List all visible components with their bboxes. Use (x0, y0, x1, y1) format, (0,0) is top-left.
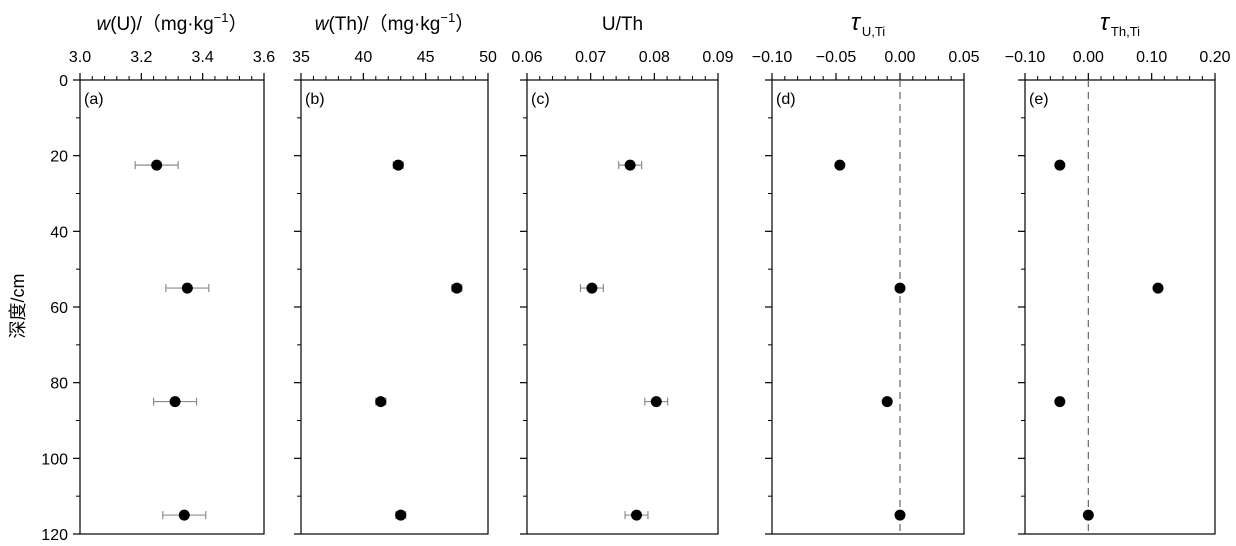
panel-label: (a) (84, 91, 104, 108)
x-tick-label: 3.2 (130, 49, 152, 66)
x-tick-label: 45 (417, 49, 435, 66)
data-point (881, 396, 893, 408)
x-tick-label: 40 (354, 49, 372, 66)
x-tick-label: 0.10 (1136, 49, 1167, 66)
x-tick-label: 0.07 (575, 49, 606, 66)
data-point (1082, 509, 1094, 521)
title-close: ） (229, 13, 248, 35)
title-superscript: −1 (440, 10, 455, 25)
x-tick-label: 3.0 (69, 49, 91, 66)
data-point (178, 509, 190, 521)
data-point (395, 509, 407, 521)
y-tick-label: 0 (59, 73, 68, 90)
y-tick-label: 120 (41, 527, 68, 544)
title-rest: (Th)/（mg·kg (328, 13, 440, 35)
x-tick-label: 0.09 (702, 49, 733, 66)
data-point (181, 282, 193, 294)
plot-frame (1024, 79, 1216, 535)
x-tick-label: 0.08 (639, 49, 670, 66)
x-tick-label: 0.20 (1199, 49, 1230, 66)
panel-title: w(Th)/（mg·kg−1） (315, 10, 474, 35)
panel-label: (e) (1029, 91, 1049, 108)
x-tick-label: −0.10 (1005, 49, 1046, 66)
plot-frame (526, 79, 719, 535)
data-point (169, 396, 181, 408)
title-main: w (96, 14, 111, 35)
x-tick-label: 3.4 (192, 49, 214, 66)
panel-d: −0.10 −0.05 0.00 0.05 τ U,Ti (d) (752, 9, 980, 535)
data-point (451, 282, 463, 294)
x-tick-label: 35 (292, 49, 310, 66)
panel-title: U/Th (602, 14, 643, 35)
y-axis-label: 深度/cm (8, 274, 28, 339)
x-tick-label: −0.05 (816, 49, 857, 66)
title-subscript: Th,Ti (1111, 24, 1140, 39)
data-point (894, 282, 906, 294)
data-point (375, 396, 387, 408)
x-tick-label: 0.05 (948, 49, 979, 66)
panel-e: −0.10 0.00 0.10 0.20 τ Th,Ti (e) (1005, 9, 1231, 535)
data-point (151, 159, 163, 171)
panel-label: (c) (531, 91, 550, 108)
x-tick-label: 3.6 (253, 49, 275, 66)
plot-frame (771, 79, 965, 535)
plot-frame (300, 79, 489, 535)
x-tick-label: 0.00 (884, 49, 915, 66)
x-tick-label: −0.10 (752, 49, 793, 66)
data-point (631, 509, 643, 521)
x-tick-label: 50 (479, 49, 497, 66)
title-main: τ (1100, 9, 1111, 36)
title-rest: (U)/（mg·kg (110, 13, 213, 35)
plot-frame (79, 79, 265, 535)
data-point (894, 509, 906, 521)
title-superscript: −1 (214, 10, 229, 25)
chart-panels: 3.0 3.2 3.4 3.6020406080100120w(U)/（mg·kg−1… (41, 9, 1230, 544)
y-tick-label: 20 (50, 149, 68, 166)
panel-c: 0.06 0.07 0.08 0.09 U/Th (c) (511, 14, 734, 535)
data-point (392, 159, 404, 171)
panel-title: τ U,Ti (851, 9, 885, 39)
data-point (624, 159, 636, 171)
panel-title: τ Th,Ti (1100, 9, 1140, 39)
title-main: τ (851, 9, 862, 36)
title-subscript: U,Ti (862, 24, 885, 39)
title-main: U/Th (602, 14, 643, 35)
panel-label: (b) (305, 91, 325, 108)
y-tick-label: 100 (41, 451, 68, 468)
y-tick-label: 80 (50, 376, 68, 393)
data-point (834, 159, 846, 171)
panel-label: (d) (776, 91, 796, 108)
y-tick-label: 40 (50, 224, 68, 241)
data-point (1054, 159, 1066, 171)
data-point (1152, 282, 1164, 294)
data-point (650, 396, 662, 408)
panel-b: 35 40 45 50 w(Th)/（mg·kg−1） (b) (292, 10, 497, 535)
x-tick-label: 0.00 (1073, 49, 1104, 66)
data-point (1054, 396, 1066, 408)
y-tick-label: 60 (50, 300, 68, 317)
title-main: w (315, 14, 330, 35)
data-point (586, 282, 598, 294)
title-close: ） (455, 13, 474, 35)
panel-a: 3.0 3.2 3.4 3.6 0 20 40 60 80 100 120 w(U)/（mg·kg−1… (41, 10, 275, 544)
panel-title: w(U)/（mg·kg−1） (96, 10, 247, 35)
x-tick-label: 0.06 (511, 49, 542, 66)
